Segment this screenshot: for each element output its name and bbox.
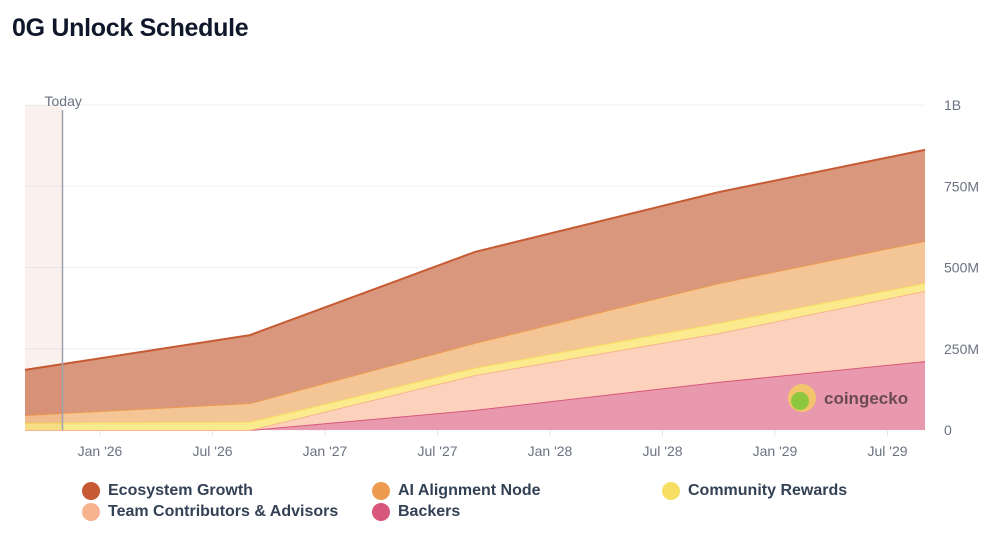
legend-item[interactable]: AI Alignment Node	[372, 482, 541, 500]
x-tick-label: Jan '26	[78, 443, 123, 459]
x-tick-label: Jan '28	[528, 443, 573, 459]
y-tick-label: 750M	[944, 178, 979, 194]
y-tick-label: 250M	[944, 341, 979, 357]
legend-label: Team Contributors & Advisors	[108, 503, 339, 520]
legend-label: AI Alignment Node	[398, 482, 541, 499]
area-ecosystem-growth	[25, 149, 925, 416]
legend-swatch	[372, 482, 390, 500]
legend-item[interactable]: Backers	[372, 503, 460, 521]
x-tick-label: Jul '26	[192, 443, 232, 459]
y-tick-label: 1B	[944, 97, 961, 113]
legend-item[interactable]: Ecosystem Growth	[82, 482, 253, 500]
area-backers	[25, 361, 925, 430]
past-shade	[25, 105, 63, 430]
coingecko-logo-icon-inner	[791, 392, 809, 410]
legend-swatch	[82, 503, 100, 521]
legend-label: Ecosystem Growth	[108, 482, 253, 499]
x-tick-label: Jul '27	[417, 443, 457, 459]
area-team-contributors-advisors	[25, 290, 925, 430]
legend-swatch	[82, 482, 100, 500]
x-tick-label: Jul '29	[867, 443, 907, 459]
legend-swatch	[662, 482, 680, 500]
page-title: 0G Unlock Schedule	[12, 14, 249, 42]
y-tick-label: 0	[944, 422, 952, 438]
x-tick-label: Jul '28	[642, 443, 682, 459]
legend-item[interactable]: Team Contributors & Advisors	[82, 503, 338, 521]
y-tick-label: 500M	[944, 260, 979, 276]
line-ecosystem-growth	[24, 148, 926, 371]
today-label: Today	[45, 93, 82, 109]
legend-item[interactable]: Community Rewards	[662, 482, 847, 500]
legend-label: Backers	[398, 503, 461, 520]
watermark-text: coingecko	[824, 389, 908, 408]
legend-swatch	[372, 503, 390, 521]
x-tick-label: Jan '29	[753, 443, 798, 459]
x-tick-label: Jan '27	[303, 443, 348, 459]
legend-label: Community Rewards	[688, 482, 848, 499]
